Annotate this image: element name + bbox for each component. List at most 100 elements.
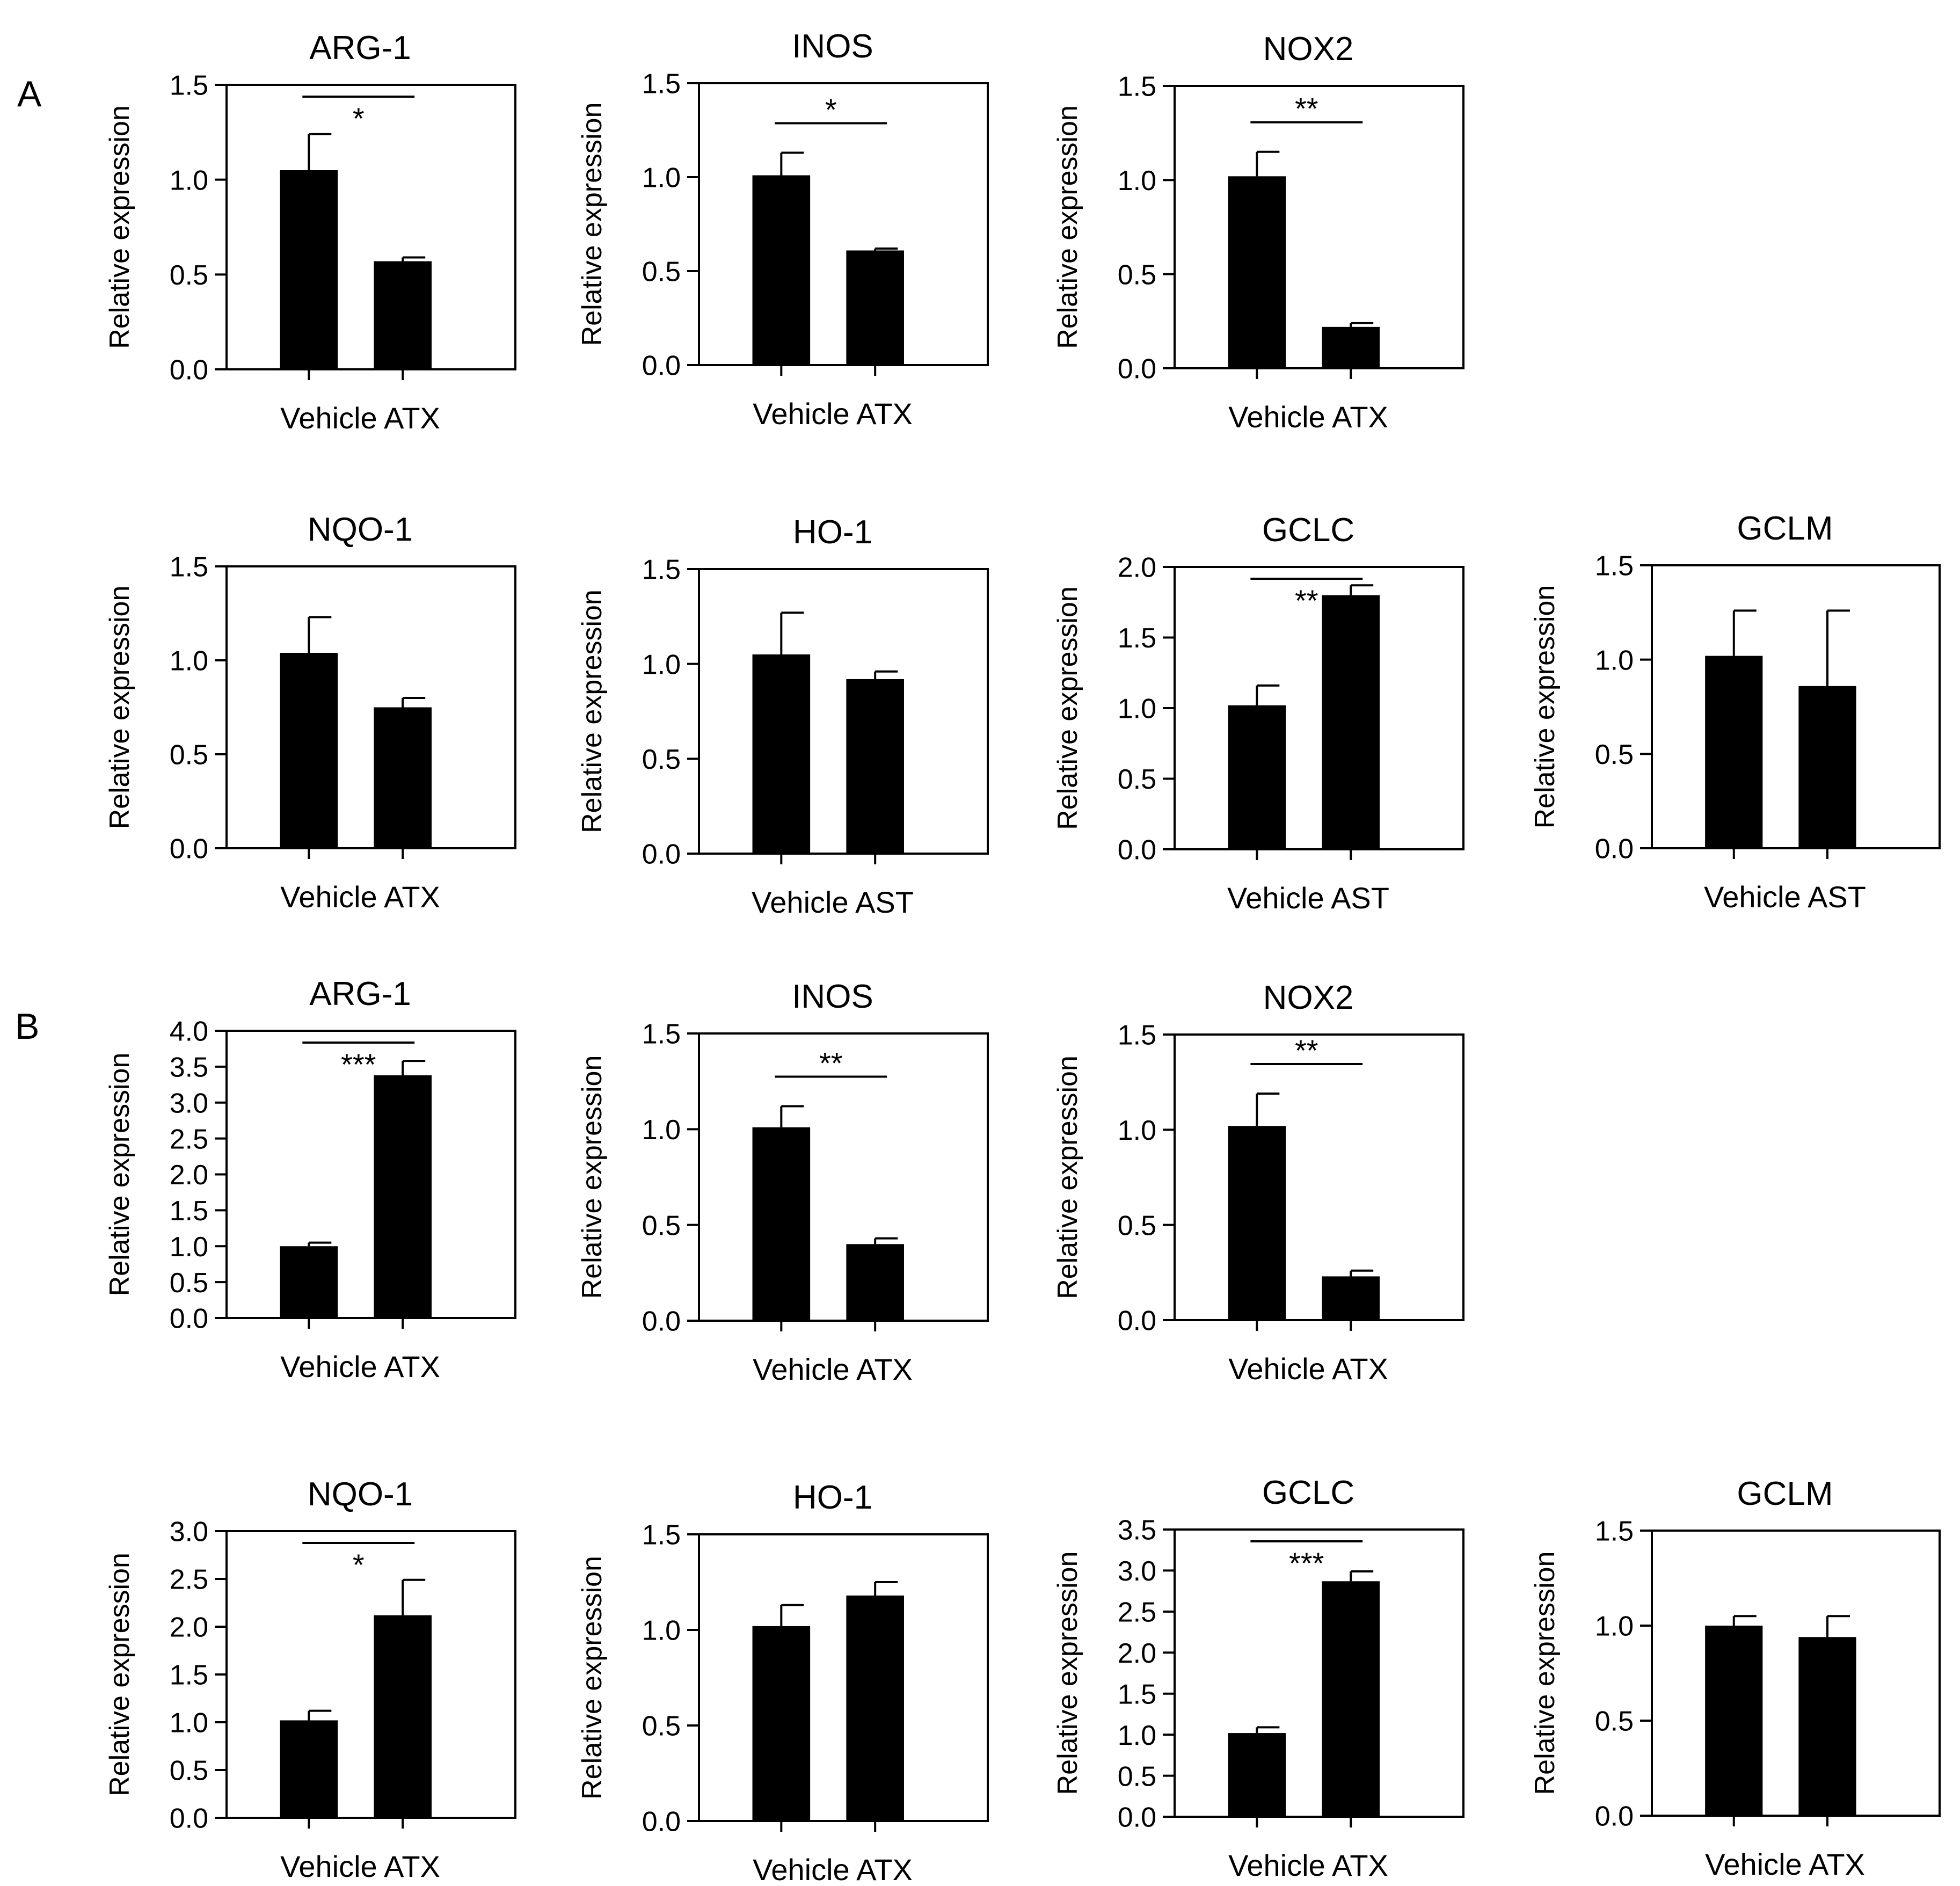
y-tick-label: 1.5 bbox=[1595, 551, 1634, 582]
y-tick-label: 0.5 bbox=[642, 257, 681, 288]
chart-title: HO-1 bbox=[793, 1479, 872, 1516]
x-axis-label: Vehicle ATX bbox=[1228, 1352, 1388, 1386]
bar-ast bbox=[1798, 686, 1856, 848]
chart-b-nox2: 0.0 0.5 1.0 1.5 Relative expression Vehicle A… bbox=[1052, 979, 1464, 1386]
x-axis-label: Vehicle ATX bbox=[753, 1853, 913, 1886]
x-axis-label: Vehicle AST bbox=[1227, 881, 1389, 915]
y-axis-label: Relative expression bbox=[1052, 105, 1083, 349]
y-axis-label: Relative expression bbox=[104, 586, 135, 829]
y-tick-label: 1.0 bbox=[1118, 694, 1156, 725]
y-tick-label: 0.5 bbox=[1118, 259, 1156, 290]
chart-a-gclc: 0.0 0.5 1.0 1.5 2.0 Relative expression Vehicl… bbox=[1052, 512, 1464, 915]
y-axis-label: Relative expression bbox=[577, 1055, 608, 1299]
plot-frame bbox=[698, 82, 989, 366]
y-tick-label: 1.0 bbox=[170, 165, 208, 196]
bar-vehicle bbox=[280, 1246, 338, 1318]
y-axis-label: Relative expression bbox=[577, 1556, 608, 1800]
y-tick-label: 1.0 bbox=[170, 1708, 208, 1739]
y-tick-label: 0.5 bbox=[642, 1711, 681, 1742]
plot-frame bbox=[1651, 1530, 1941, 1817]
y-tick-label: 1.5 bbox=[1118, 71, 1156, 103]
chart-title: ARG-1 bbox=[309, 30, 411, 67]
y-tick-label: 0.0 bbox=[1595, 834, 1634, 865]
x-axis-label: Vehicle ATX bbox=[1228, 400, 1388, 434]
bar-vehicle bbox=[1228, 1733, 1286, 1817]
x-axis-label: Vehicle ATX bbox=[753, 397, 913, 431]
y-tick-label: 1.5 bbox=[1595, 1516, 1634, 1547]
y-tick-label: 1.0 bbox=[642, 1115, 681, 1146]
chart-b-gclm: 0.0 0.5 1.0 1.5 Relative expression Vehicle A… bbox=[1529, 1475, 1941, 1881]
chart-title: NQO-1 bbox=[308, 511, 413, 548]
y-axis-label: Relative expression bbox=[104, 1553, 135, 1796]
significance-marker: * bbox=[353, 1548, 365, 1582]
bar-vehicle bbox=[1228, 1126, 1286, 1320]
chart-b-ho-1: 0.0 0.5 1.0 1.5 Relative expression Vehicle A… bbox=[577, 1479, 989, 1886]
y-tick-label: 2.0 bbox=[1118, 552, 1156, 584]
y-tick-label: 0.0 bbox=[642, 1807, 681, 1838]
plot-frame bbox=[1174, 566, 1464, 850]
y-tick-label: 0.5 bbox=[1595, 739, 1634, 770]
chart-title: NQO-1 bbox=[308, 1476, 413, 1513]
y-tick-label: 3.0 bbox=[170, 1517, 208, 1548]
y-tick-label: 0.5 bbox=[1118, 1761, 1156, 1792]
y-tick-label: 1.0 bbox=[642, 649, 681, 680]
panel-label-a: A bbox=[17, 74, 42, 114]
chart-title: INOS bbox=[792, 978, 873, 1015]
y-tick-label: 0.0 bbox=[642, 351, 681, 382]
x-axis-label: Vehicle ATX bbox=[280, 1849, 440, 1883]
significance-marker: ** bbox=[819, 1046, 843, 1080]
y-tick-label: 0.0 bbox=[1595, 1801, 1634, 1832]
y-axis-label: Relative expression bbox=[1052, 586, 1083, 830]
y-tick-label: 0.5 bbox=[1118, 764, 1156, 795]
x-axis-label: Vehicle ATX bbox=[280, 880, 440, 914]
x-axis-label: Vehicle ATX bbox=[1228, 1848, 1388, 1882]
bar-ast bbox=[1322, 595, 1380, 849]
bar-atx bbox=[1322, 326, 1380, 368]
y-tick-label: 3.0 bbox=[1118, 1556, 1156, 1587]
y-tick-label: 1.5 bbox=[170, 1196, 208, 1227]
panel-label-b: B bbox=[15, 1006, 39, 1047]
y-tick-label: 1.5 bbox=[170, 552, 208, 583]
y-tick-label: 3.5 bbox=[1118, 1515, 1156, 1546]
y-tick-label: 0.0 bbox=[170, 1304, 208, 1335]
y-tick-label: 1.5 bbox=[642, 69, 681, 100]
significance-marker: ** bbox=[1295, 92, 1318, 126]
bar-atx bbox=[1798, 1637, 1856, 1816]
y-tick-label: 0.0 bbox=[1118, 1802, 1156, 1833]
y-tick-label: 0.5 bbox=[170, 1268, 208, 1299]
plot-frame bbox=[1174, 85, 1464, 369]
chart-title: GCLC bbox=[1262, 1474, 1354, 1511]
plot-frame bbox=[698, 1533, 989, 1822]
y-tick-label: 0.0 bbox=[1118, 835, 1156, 866]
chart-title: GCLC bbox=[1262, 512, 1354, 549]
y-axis-label: Relative expression bbox=[1529, 585, 1561, 829]
chart-title: GCLM bbox=[1737, 510, 1833, 547]
x-axis-label: Vehicle ATX bbox=[753, 1352, 913, 1386]
significance-marker: * bbox=[825, 93, 837, 127]
y-axis-label: Relative expression bbox=[577, 103, 608, 346]
plot-frame bbox=[698, 568, 989, 855]
y-tick-label: 2.5 bbox=[170, 1564, 208, 1596]
y-tick-label: 2.0 bbox=[170, 1612, 208, 1643]
x-axis-label: Vehicle ATX bbox=[280, 1350, 440, 1383]
y-axis-label: Relative expression bbox=[577, 589, 608, 833]
y-tick-label: 0.0 bbox=[642, 1306, 681, 1337]
bar-vehicle bbox=[752, 175, 811, 365]
y-axis-label: Relative expression bbox=[1529, 1552, 1561, 1795]
y-tick-label: 0.0 bbox=[1118, 1306, 1156, 1337]
y-tick-label: 0.0 bbox=[170, 1803, 208, 1834]
bar-atx bbox=[846, 1595, 904, 1821]
y-tick-label: 1.5 bbox=[1118, 623, 1156, 654]
y-tick-label: 0.0 bbox=[170, 834, 208, 865]
significance-marker: *** bbox=[341, 1047, 376, 1081]
y-tick-label: 1.5 bbox=[170, 1660, 208, 1691]
bar-atx bbox=[846, 1244, 904, 1321]
y-tick-label: 1.5 bbox=[642, 555, 681, 586]
plot-frame bbox=[1651, 564, 1941, 849]
y-axis-label: Relative expression bbox=[1052, 1552, 1083, 1795]
bar-vehicle bbox=[1228, 705, 1286, 849]
y-tick-label: 1.0 bbox=[642, 163, 681, 194]
chart-a-inos: 0.0 0.5 1.0 1.5 Relative expression Vehicle A… bbox=[577, 28, 989, 431]
y-tick-label: 0.5 bbox=[170, 1756, 208, 1787]
bar-atx bbox=[374, 707, 432, 848]
